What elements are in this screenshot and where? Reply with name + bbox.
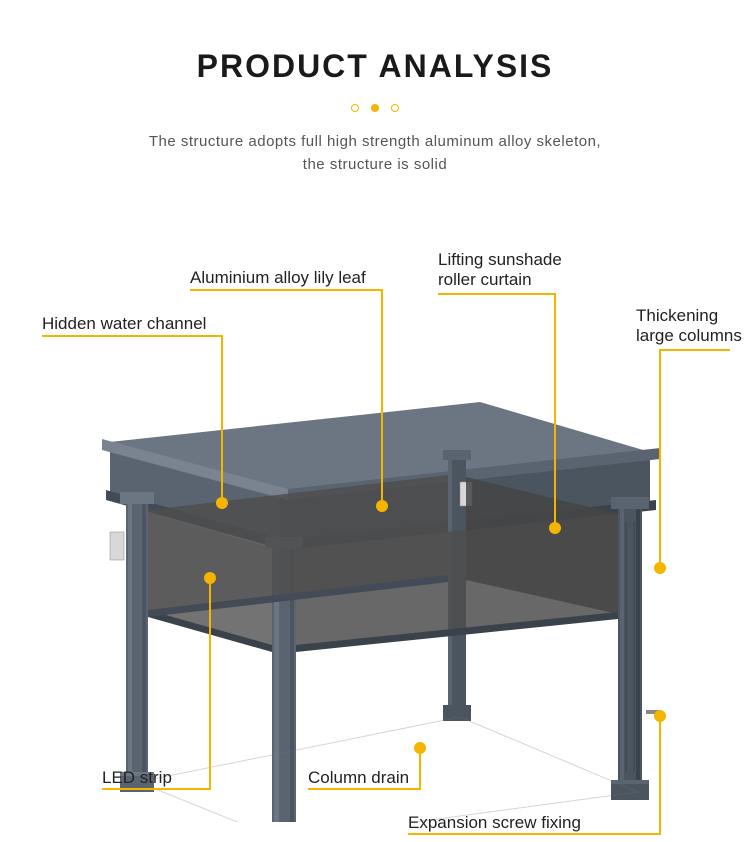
callout-thickening-columns: Thickening large columns [636, 306, 742, 346]
dot [351, 104, 359, 112]
title-dots [0, 99, 750, 117]
callout-hidden-water: Hidden water channel [42, 314, 206, 334]
callout-expansion-screw: Expansion screw fixing [408, 813, 581, 833]
callout-led-strip: LED strip [102, 768, 172, 788]
callout-column-drain: Column drain [308, 768, 409, 788]
gazebo-illustration [50, 342, 700, 822]
dot [391, 104, 399, 112]
callout-lifting-sunshade: Lifting sunshade roller curtain [438, 250, 562, 290]
subtitle: The structure adopts full high strength … [0, 131, 750, 176]
dot-filled [371, 104, 379, 112]
subtitle-line1: The structure adopts full high strength … [149, 133, 601, 150]
page-title: PRODUCT ANALYSIS [0, 48, 750, 85]
diagram-stage: Hidden water channel Aluminium alloy lil… [0, 238, 750, 842]
callout-aluminium-lily: Aluminium alloy lily leaf [190, 268, 366, 288]
subtitle-line2: the structure is solid [303, 156, 447, 173]
